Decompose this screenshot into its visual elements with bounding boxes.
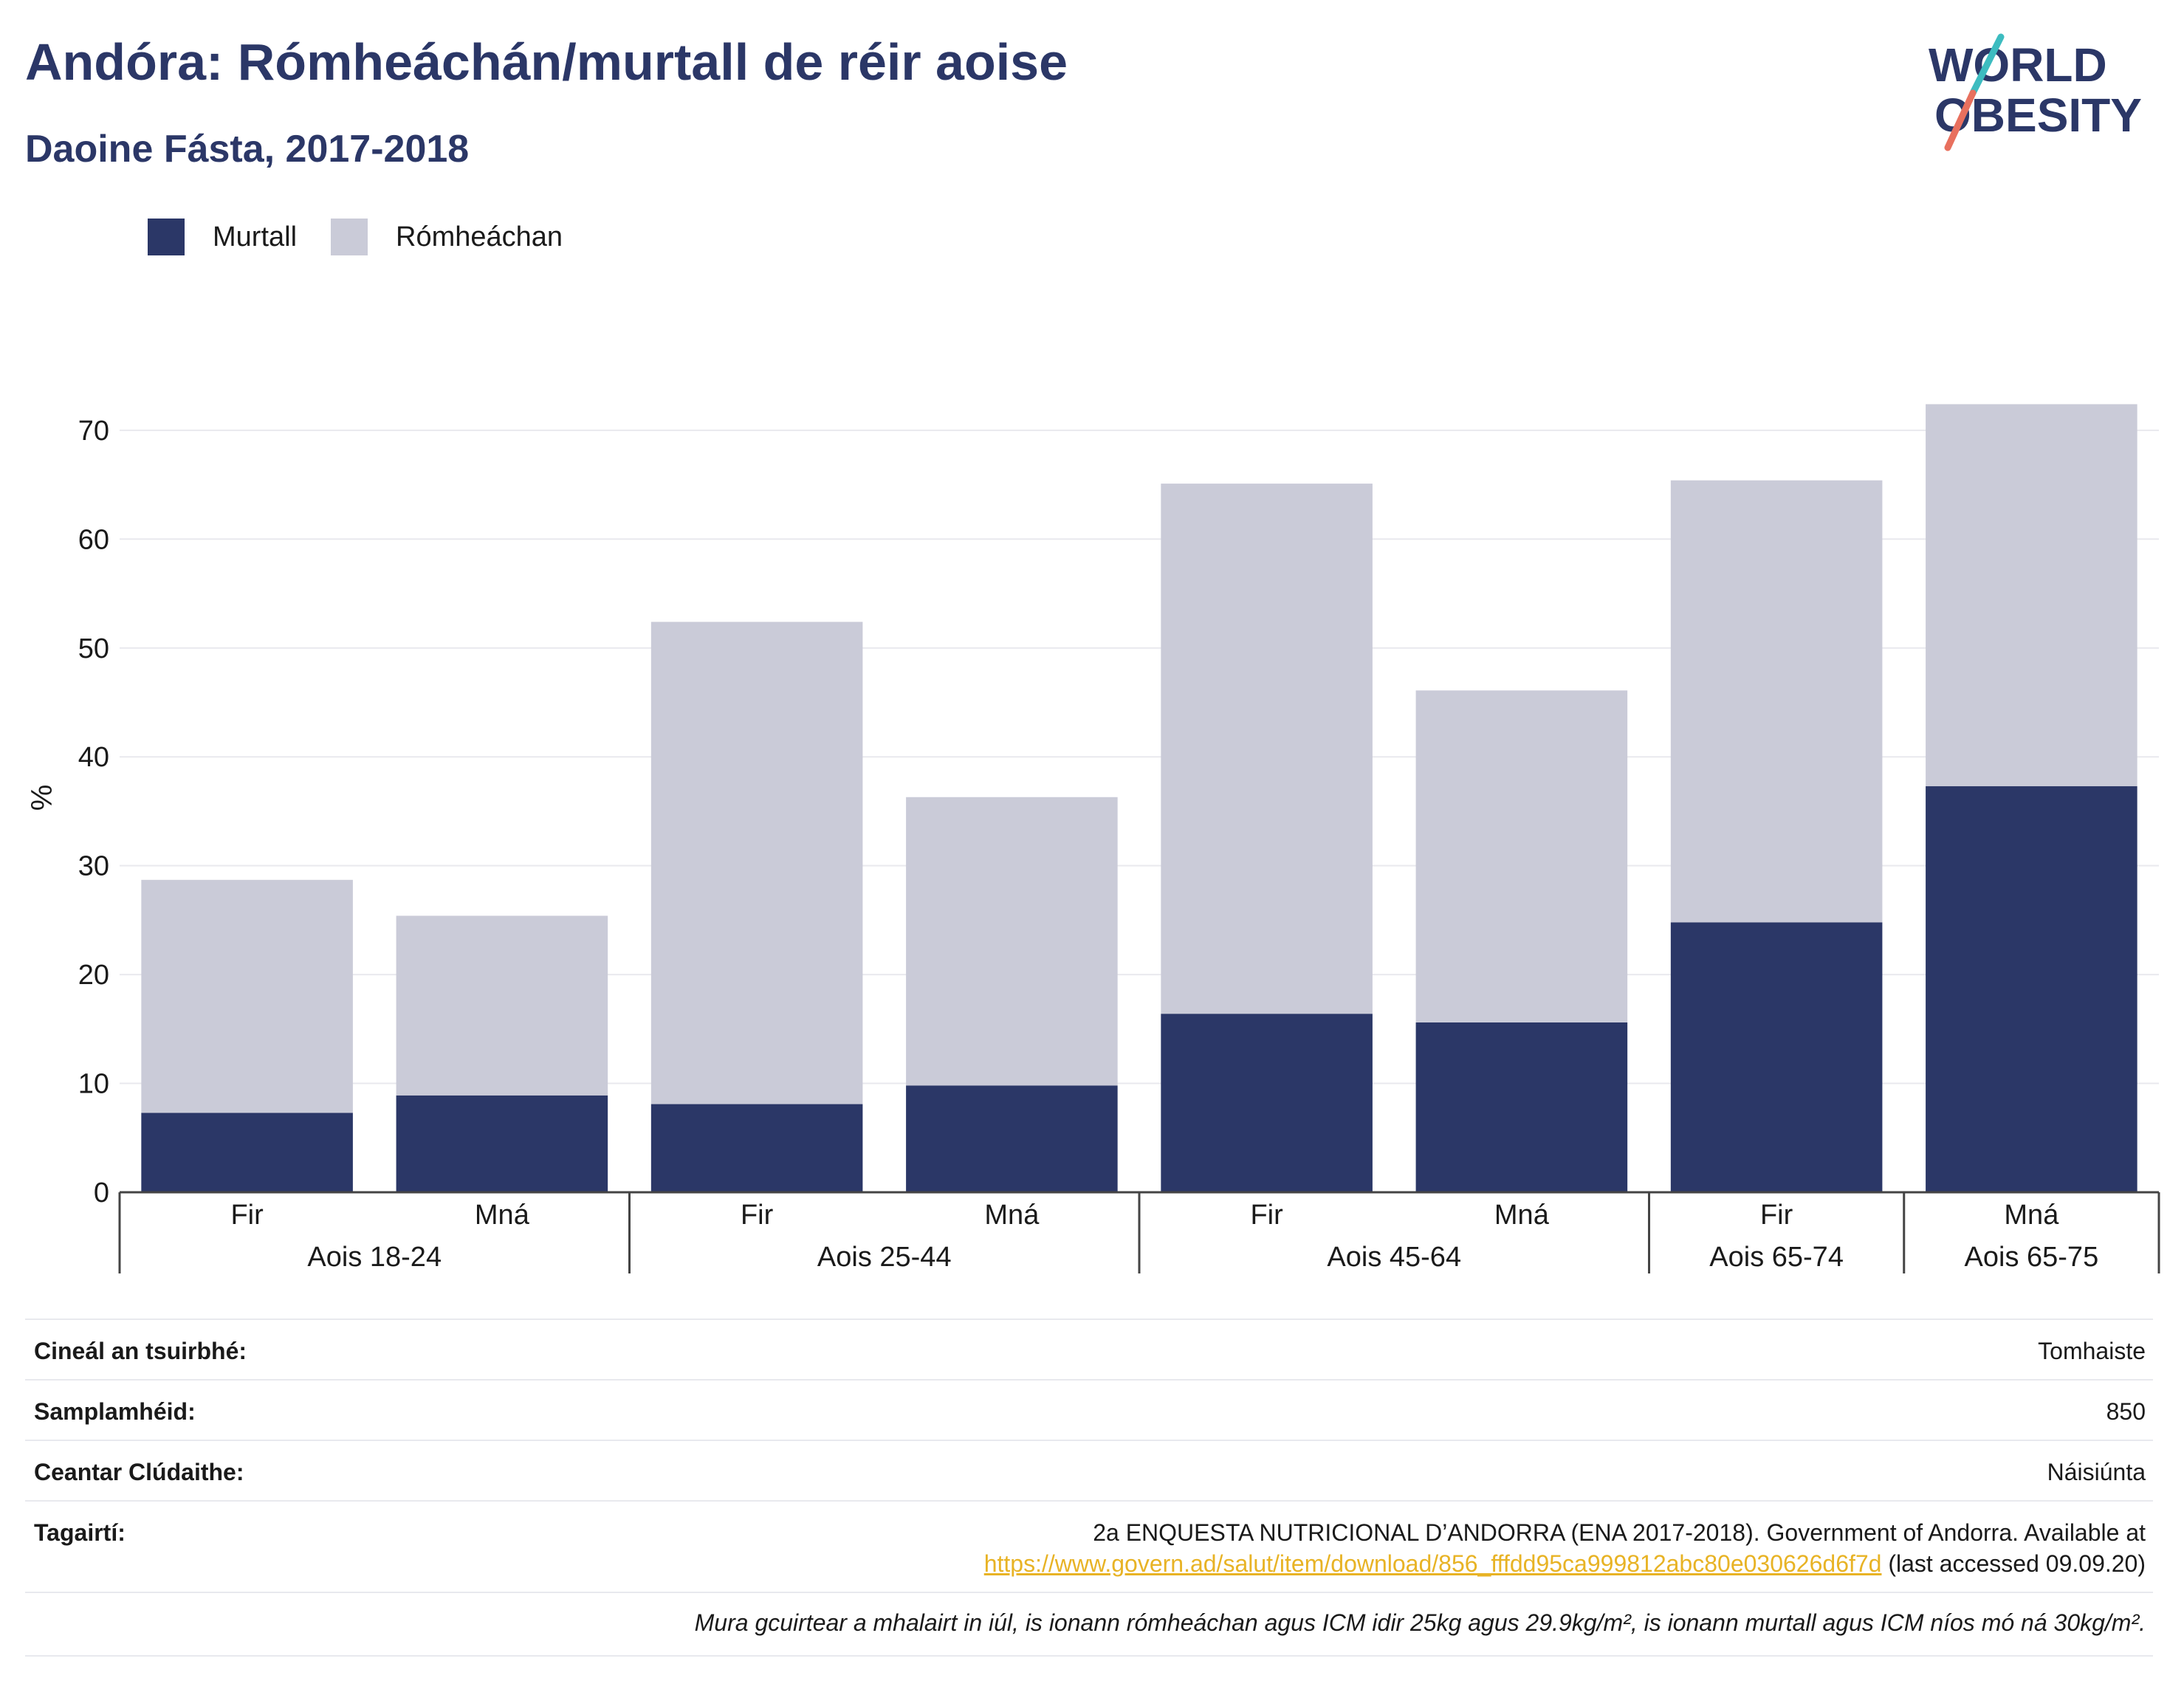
world-obesity-logo: WORLD OBESITY — [1929, 33, 2142, 151]
info-key: Cineál an tsuirbhé: — [34, 1338, 247, 1364]
group-label: Aois 25-44 — [817, 1242, 952, 1273]
info-row-area-covered: Ceantar Clúdaithe: Náisiúnta — [25, 1440, 2153, 1502]
legend-label-overweight: Rómheáchan — [396, 221, 563, 252]
definition-note: Mura gcuirtear a mhalairt in iúl, is ion… — [694, 1609, 2146, 1636]
bar-obesity — [1926, 786, 2137, 1192]
bar-obesity — [141, 1113, 353, 1192]
info-value: Náisiúnta — [2047, 1459, 2146, 1485]
legend-label-obesity: Murtall — [213, 221, 298, 252]
bar-obesity — [1670, 922, 1883, 1192]
y-tick-label: 60 — [78, 524, 109, 555]
info-key: Tagairtí: — [34, 1519, 126, 1546]
legend-swatch-overweight — [331, 219, 368, 255]
bar-overweight — [396, 915, 608, 1096]
y-axis-label: % — [26, 785, 58, 811]
bar-obesity — [906, 1085, 1118, 1192]
stacked-bar-chart: 0 10 20 30 40 50 60 70% Fir Mná Fir Mná Fir Mná Fir Mná… — [26, 404, 2160, 1273]
x-tick-label: Mná — [984, 1200, 1040, 1231]
bar-overweight — [141, 879, 353, 1113]
x-tick-label: Fir — [1250, 1200, 1283, 1231]
info-row-note: Mura gcuirtear a mhalairt in iúl, is ion… — [25, 1592, 2153, 1657]
y-tick-label: 40 — [78, 742, 109, 773]
bar-overweight — [1926, 404, 2137, 787]
x-tick-label: Mná — [475, 1200, 530, 1231]
info-row-sample-size: Samplamhéid: 850 — [25, 1379, 2153, 1441]
info-value: 850 — [2106, 1398, 2146, 1425]
info-table: Cineál an tsuirbhé: Tomhaiste Samplamhéi… — [25, 1318, 2153, 1658]
reference-accessed: (last accessed 09.09.20) — [1881, 1550, 2146, 1577]
bar-obesity — [396, 1095, 608, 1192]
bar-overweight — [906, 797, 1118, 1086]
group-label: Aois 18-24 — [307, 1242, 442, 1273]
info-value: Tomhaiste — [2038, 1338, 2146, 1364]
bar-overweight — [1415, 690, 1628, 1022]
x-tick-label: Fir — [1760, 1200, 1793, 1231]
logo-line1: WORLD — [1929, 38, 2107, 92]
bar-obesity — [650, 1104, 863, 1192]
reference-line2: https://www.govern.ad/salut/item/downloa… — [984, 1550, 2146, 1578]
info-row-survey-type: Cineál an tsuirbhé: Tomhaiste — [25, 1318, 2153, 1381]
legend: Murtall Rómheáchan — [148, 219, 597, 255]
group-label: Aois 45-64 — [1327, 1242, 1461, 1273]
x-tick-label: Mná — [1494, 1200, 1550, 1231]
y-tick-label: 10 — [78, 1069, 109, 1100]
chart-title: Andóra: Rómheáchán/murtall de réir aoise — [25, 33, 1068, 91]
info-key: Samplamhéid: — [34, 1398, 196, 1425]
legend-swatch-obesity — [148, 219, 185, 255]
group-label: Aois 65-75 — [1965, 1242, 2099, 1273]
info-key: Ceantar Clúdaithe: — [34, 1459, 244, 1485]
group-label: Aois 65-74 — [1709, 1242, 1844, 1273]
bar-obesity — [1161, 1014, 1373, 1192]
y-tick-label: 20 — [78, 960, 109, 991]
reference-line1: 2a ENQUESTA NUTRICIONAL D’ANDORRA (ENA 2… — [1093, 1519, 2146, 1546]
y-tick-label: 0 — [94, 1177, 109, 1208]
y-tick-label: 30 — [78, 851, 109, 882]
x-tick-label: Fir — [230, 1200, 264, 1231]
bar-overweight — [1161, 484, 1373, 1014]
y-tick-label: 70 — [78, 416, 109, 447]
bar-overweight — [1670, 480, 1883, 923]
y-tick-label: 50 — [78, 633, 109, 664]
x-tick-label: Fir — [741, 1200, 774, 1231]
x-tick-label: Mná — [2004, 1200, 2059, 1231]
reference-link[interactable]: https://www.govern.ad/salut/item/downloa… — [983, 1550, 1882, 1577]
chart-subtitle: Daoine Fásta, 2017-2018 — [25, 128, 470, 171]
bar-obesity — [1415, 1022, 1628, 1192]
bar-overweight — [650, 622, 863, 1104]
info-row-references: Tagairtí: 2a ENQUESTA NUTRICIONAL D’ANDO… — [25, 1500, 2153, 1593]
